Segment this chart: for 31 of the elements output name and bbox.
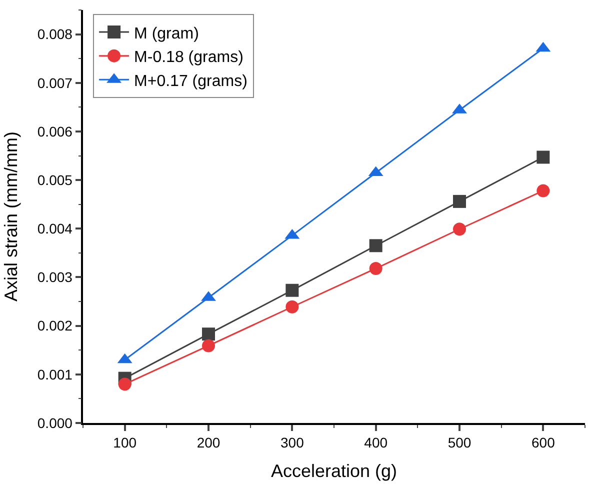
point [202,328,215,341]
point [286,300,299,314]
point [202,339,215,352]
point [118,378,132,391]
point [369,239,382,252]
point [453,194,466,208]
y-tick-label: 0.007 [37,74,73,91]
x-tick-label: 300 [280,434,304,451]
point [286,284,299,297]
y-tick-label: 0.004 [37,220,73,237]
point [453,222,466,236]
legend-label: M (gram) [134,25,199,42]
y-tick-label: 0.003 [37,269,73,286]
legend-label: M-0.18 (grams) [134,49,244,66]
x-axis-title: Acceleration (g) [270,461,398,482]
x-tick-label: 400 [364,434,388,451]
point [536,150,550,164]
y-tick-label: 0.000 [37,414,73,431]
point [369,262,382,275]
y-tick-label: 0.006 [37,123,73,140]
y-tick-label: 0.008 [37,26,73,42]
legend-label: M+0.17 (grams) [134,72,248,90]
point [536,184,550,198]
y-tick-label: 0.002 [37,318,73,334]
y-tick-label: 0.001 [37,366,73,382]
x-tick-label: 500 [448,434,472,451]
y-axis-title: Axial strain (mm/mm) [1,132,22,302]
x-tick-label: 600 [531,434,556,451]
x-tick-label: 200 [196,434,220,451]
y-tick-label: 0.005 [37,172,73,188]
x-tick-label: 100 [113,434,137,451]
